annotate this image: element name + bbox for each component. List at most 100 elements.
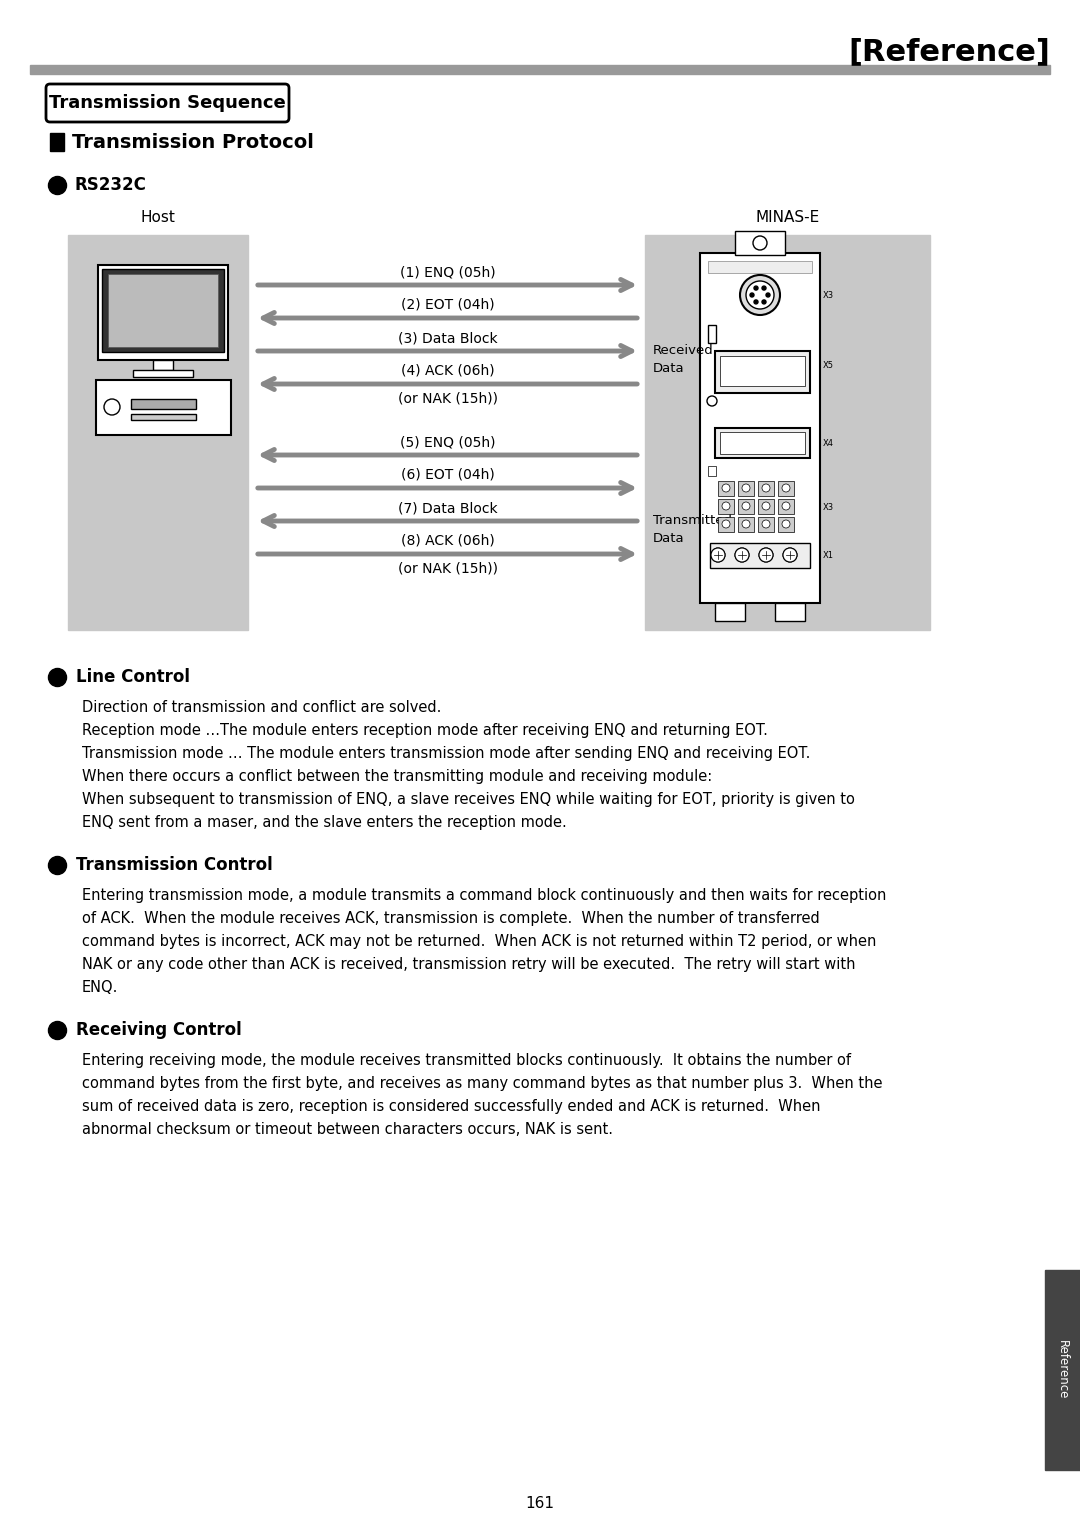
Circle shape [711, 549, 725, 562]
Bar [715, 604, 745, 620]
Text: (3) Data Block: (3) Data Block [397, 332, 497, 345]
Text: ENQ.: ENQ. [82, 979, 119, 995]
Circle shape [104, 399, 120, 416]
Circle shape [742, 484, 750, 492]
Text: Received
Data: Received Data [653, 344, 714, 376]
Bar [778, 481, 794, 497]
Text: [Reference]: [Reference] [848, 38, 1050, 67]
Bar [738, 481, 754, 497]
Bar [1045, 1270, 1080, 1470]
Bar [131, 399, 195, 410]
Bar [738, 500, 754, 513]
Bar [131, 414, 195, 420]
Text: ALM CODE: ALM CODE [752, 264, 781, 269]
Bar [778, 500, 794, 513]
Text: Transmission Sequence: Transmission Sequence [49, 95, 286, 112]
Circle shape [746, 281, 774, 309]
Bar [68, 235, 248, 630]
Text: (2) EOT (04h): (2) EOT (04h) [401, 298, 495, 312]
Circle shape [723, 520, 730, 529]
Circle shape [754, 299, 758, 304]
Text: X3: X3 [823, 504, 834, 512]
Text: ENQ sent from a maser, and the slave enters the reception mode.: ENQ sent from a maser, and the slave ent… [82, 814, 567, 830]
Text: Entering receiving mode, the module receives transmitted blocks continuously.  I: Entering receiving mode, the module rece… [82, 1053, 851, 1068]
Text: RS232C: RS232C [75, 176, 146, 194]
Bar [715, 428, 810, 458]
Bar [710, 542, 810, 568]
Circle shape [783, 549, 797, 562]
Text: (4) ACK (06h): (4) ACK (06h) [401, 364, 495, 377]
Circle shape [735, 549, 750, 562]
Bar [133, 370, 193, 377]
Circle shape [759, 549, 773, 562]
Bar [775, 604, 805, 620]
Bar [738, 516, 754, 532]
Bar [50, 133, 64, 151]
Bar [758, 500, 774, 513]
Text: X5: X5 [823, 362, 834, 370]
Circle shape [740, 275, 780, 315]
Text: X1: X1 [823, 550, 834, 559]
Bar [720, 432, 805, 454]
Text: Transmitted
Data: Transmitted Data [653, 515, 732, 545]
Text: (6) EOT (04h): (6) EOT (04h) [401, 468, 495, 481]
Circle shape [707, 396, 717, 406]
Bar [735, 231, 785, 255]
Text: abnormal checksum or timeout between characters occurs, NAK is sent.: abnormal checksum or timeout between cha… [82, 1122, 613, 1137]
Bar [96, 380, 231, 435]
Bar [758, 516, 774, 532]
Text: Line Control: Line Control [76, 668, 190, 686]
FancyBboxPatch shape [46, 84, 289, 122]
Text: of ACK.  When the module receives ACK, transmission is complete.  When the numbe: of ACK. When the module receives ACK, tr… [82, 911, 820, 926]
Circle shape [782, 484, 789, 492]
Circle shape [762, 286, 766, 290]
Bar [718, 516, 734, 532]
Circle shape [754, 286, 758, 290]
Text: MINAS-E: MINAS-E [755, 211, 820, 226]
Text: Reception mode …The module enters reception mode after receiving ENQ and returni: Reception mode …The module enters recept… [82, 723, 768, 738]
Bar [708, 325, 716, 342]
Bar [700, 254, 820, 604]
Bar [645, 235, 930, 630]
Text: When subsequent to transmission of ENQ, a slave receives ENQ while waiting for E: When subsequent to transmission of ENQ, … [82, 792, 855, 807]
Text: (or NAK (15h)): (or NAK (15h)) [397, 393, 498, 406]
Circle shape [766, 293, 770, 296]
Text: Direction of transmission and conflict are solved.: Direction of transmission and conflict a… [82, 700, 442, 715]
Bar [108, 274, 218, 347]
Bar [720, 356, 805, 387]
Circle shape [753, 235, 767, 251]
Circle shape [762, 520, 770, 529]
Text: Entering transmission mode, a module transmits a command block continuously and : Entering transmission mode, a module tra… [82, 888, 887, 903]
Text: (or NAK (15h)): (or NAK (15h)) [397, 562, 498, 576]
Bar [718, 481, 734, 497]
Circle shape [742, 520, 750, 529]
Text: 161: 161 [526, 1496, 554, 1511]
Text: (7) Data Block: (7) Data Block [397, 501, 497, 515]
Bar [718, 500, 734, 513]
Text: command bytes is incorrect, ACK may not be returned.  When ACK is not returned w: command bytes is incorrect, ACK may not … [82, 934, 876, 949]
Text: (1) ENQ (05h): (1) ENQ (05h) [400, 264, 496, 280]
Circle shape [762, 503, 770, 510]
Circle shape [782, 503, 789, 510]
Bar [102, 269, 224, 351]
Circle shape [735, 549, 750, 562]
Circle shape [759, 549, 773, 562]
Bar [153, 361, 173, 370]
Bar [778, 516, 794, 532]
Circle shape [762, 484, 770, 492]
Bar [708, 261, 812, 274]
Text: (8) ACK (06h): (8) ACK (06h) [401, 533, 495, 549]
Circle shape [711, 549, 725, 562]
Bar [758, 481, 774, 497]
Circle shape [723, 484, 730, 492]
Text: Transmission Protocol: Transmission Protocol [72, 133, 314, 151]
Text: X4: X4 [823, 439, 834, 448]
Circle shape [742, 503, 750, 510]
Text: X3: X3 [823, 290, 834, 299]
Circle shape [762, 299, 766, 304]
Text: STATUS: STATUS [712, 264, 732, 269]
Text: (5) ENQ (05h): (5) ENQ (05h) [400, 435, 496, 449]
Circle shape [782, 520, 789, 529]
Text: When there occurs a conflict between the transmitting module and receiving modul: When there occurs a conflict between the… [82, 769, 712, 784]
Text: Reference: Reference [1056, 1340, 1069, 1400]
